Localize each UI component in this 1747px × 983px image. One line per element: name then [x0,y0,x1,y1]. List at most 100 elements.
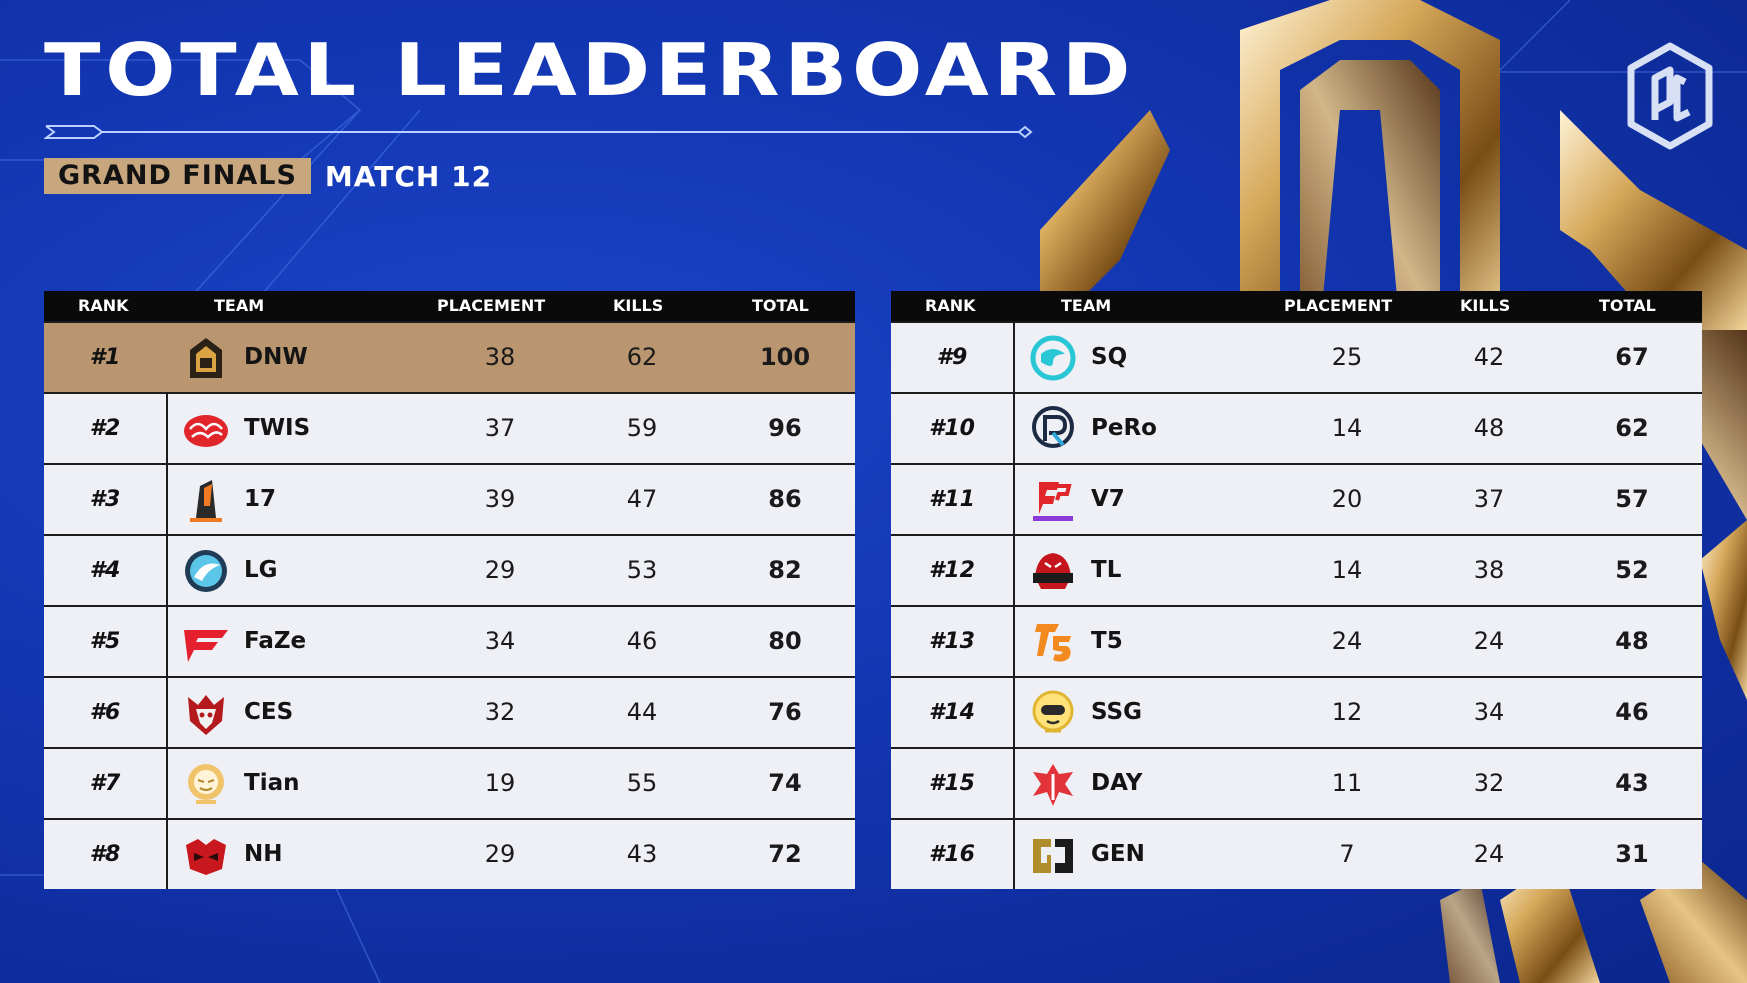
team-name: DNW [244,344,308,370]
total-header: TOTAL [752,296,809,315]
rank-cell: #13 [891,607,1015,676]
17gaming-logo-icon [190,480,222,522]
stage-badge: GRAND FINALS [44,158,311,194]
placement-value: 20 [1331,485,1363,513]
total-value: 96 [768,414,802,442]
kills-value: 59 [626,414,658,442]
team-name: V7 [1091,486,1125,512]
kills-value: 55 [626,769,658,797]
team-name: CES [244,699,294,725]
table-row: #4 LG 29 53 82 [44,534,855,605]
table-row: #3 17 39 47 86 [44,463,855,534]
table-row: #13 T5 24 24 48 [891,605,1702,676]
rank-cell: #8 [44,820,168,889]
rank-cell: #12 [891,536,1015,605]
placement-value: 39 [484,485,516,513]
rank-cell: #4 [44,536,168,605]
rank-header: RANK [78,296,129,315]
table-row: #11 V7 20 37 57 [891,463,1702,534]
dnw-logo-icon [190,338,222,378]
team-name: SSG [1091,699,1142,725]
table-header: RANK TEAM PLACEMENT KILLS TOTAL [891,291,1702,321]
team-name: DAY [1091,770,1143,796]
page-title: TOTAL LEADERBOARD [44,28,1136,112]
table-row: #2 TWIS 37 59 96 [44,392,855,463]
rank-cell: #16 [891,820,1015,889]
rank-cell: #5 [44,607,168,676]
table-row: #9 SQ 25 42 67 [891,321,1702,392]
twis-logo-icon [184,415,228,447]
nh-logo-icon [186,839,226,875]
rank-cell: #15 [891,749,1015,818]
match-label: MATCH 12 [324,159,493,193]
placement-value: 29 [484,556,516,584]
placement-value: 34 [484,627,516,655]
gen-logo-icon [1033,839,1073,873]
rank-cell: #10 [891,394,1015,463]
placement-value: 19 [484,769,516,797]
team-name: 17 [244,486,277,512]
rank-cell: #2 [44,394,168,463]
team-name: Tian [244,770,300,796]
total-value: 86 [768,485,802,513]
rank-header: RANK [925,296,976,315]
kills-value: 24 [1473,627,1505,655]
kills-value: 37 [1473,485,1505,513]
placement-value: 29 [484,840,516,868]
ssg-logo-icon [1032,690,1074,733]
placement-header: PLACEMENT [1284,296,1393,315]
kills-value: 62 [626,343,658,371]
table-row: #6 CES 32 44 76 [44,676,855,747]
sq-logo-icon [1030,335,1076,381]
team-name: GEN [1091,841,1145,867]
team-name: T5 [1091,628,1123,654]
kills-header: KILLS [1460,296,1511,315]
placement-value: 14 [1331,556,1363,584]
placement-value: 12 [1331,698,1363,726]
team-name: TL [1091,557,1122,583]
lg-logo-icon [185,550,227,592]
leaderboard-left: RANK TEAM PLACEMENT KILLS TOTAL #1 DNW 3… [44,291,855,889]
total-value: 46 [1615,698,1649,726]
kills-value: 34 [1473,698,1505,726]
kills-value: 43 [626,840,658,868]
team-name: PeRo [1091,415,1157,441]
kills-value: 44 [626,698,658,726]
v7-logo-icon [1033,482,1073,521]
tyloo-logo-icon [1033,553,1073,589]
pgc-logo-icon [1627,42,1713,150]
placement-value: 11 [1331,769,1363,797]
table-header: RANK TEAM PLACEMENT KILLS TOTAL [44,291,855,321]
table-row: #7 Tian 19 55 74 [44,747,855,818]
team-name: SQ [1091,344,1128,370]
team-header: TEAM [214,296,265,315]
rank-cell: #11 [891,465,1015,534]
total-value: 57 [1615,485,1649,513]
total-value: 74 [768,769,802,797]
ces-logo-icon [188,695,224,735]
total-value: 31 [1615,840,1649,868]
placement-value: 25 [1331,343,1363,371]
total-value: 82 [768,556,802,584]
rank-cell: #6 [44,678,168,747]
kills-value: 53 [626,556,658,584]
table-row: #10 PeRo 14 48 62 [891,392,1702,463]
rank-cell: #1 [89,345,121,370]
placement-value: 14 [1331,414,1363,442]
table-row: #1 DNW 38 62 100 [44,321,855,392]
table-row: #12 TL 14 38 52 [891,534,1702,605]
kills-header: KILLS [613,296,664,315]
placement-header: PLACEMENT [437,296,546,315]
team-header: TEAM [1061,296,1112,315]
placement-value: 24 [1331,627,1363,655]
total-header: TOTAL [1599,296,1656,315]
team-name: TWIS [244,415,311,441]
kills-value: 48 [1473,414,1505,442]
total-value: 72 [768,840,802,868]
pero-logo-icon [1032,406,1074,448]
kills-value: 24 [1473,840,1505,868]
stage-row: GRAND FINALS MATCH 12 [44,158,492,194]
table-row: #5 FaZe 34 46 80 [44,605,855,676]
total-value: 76 [768,698,802,726]
total-value: 52 [1615,556,1649,584]
